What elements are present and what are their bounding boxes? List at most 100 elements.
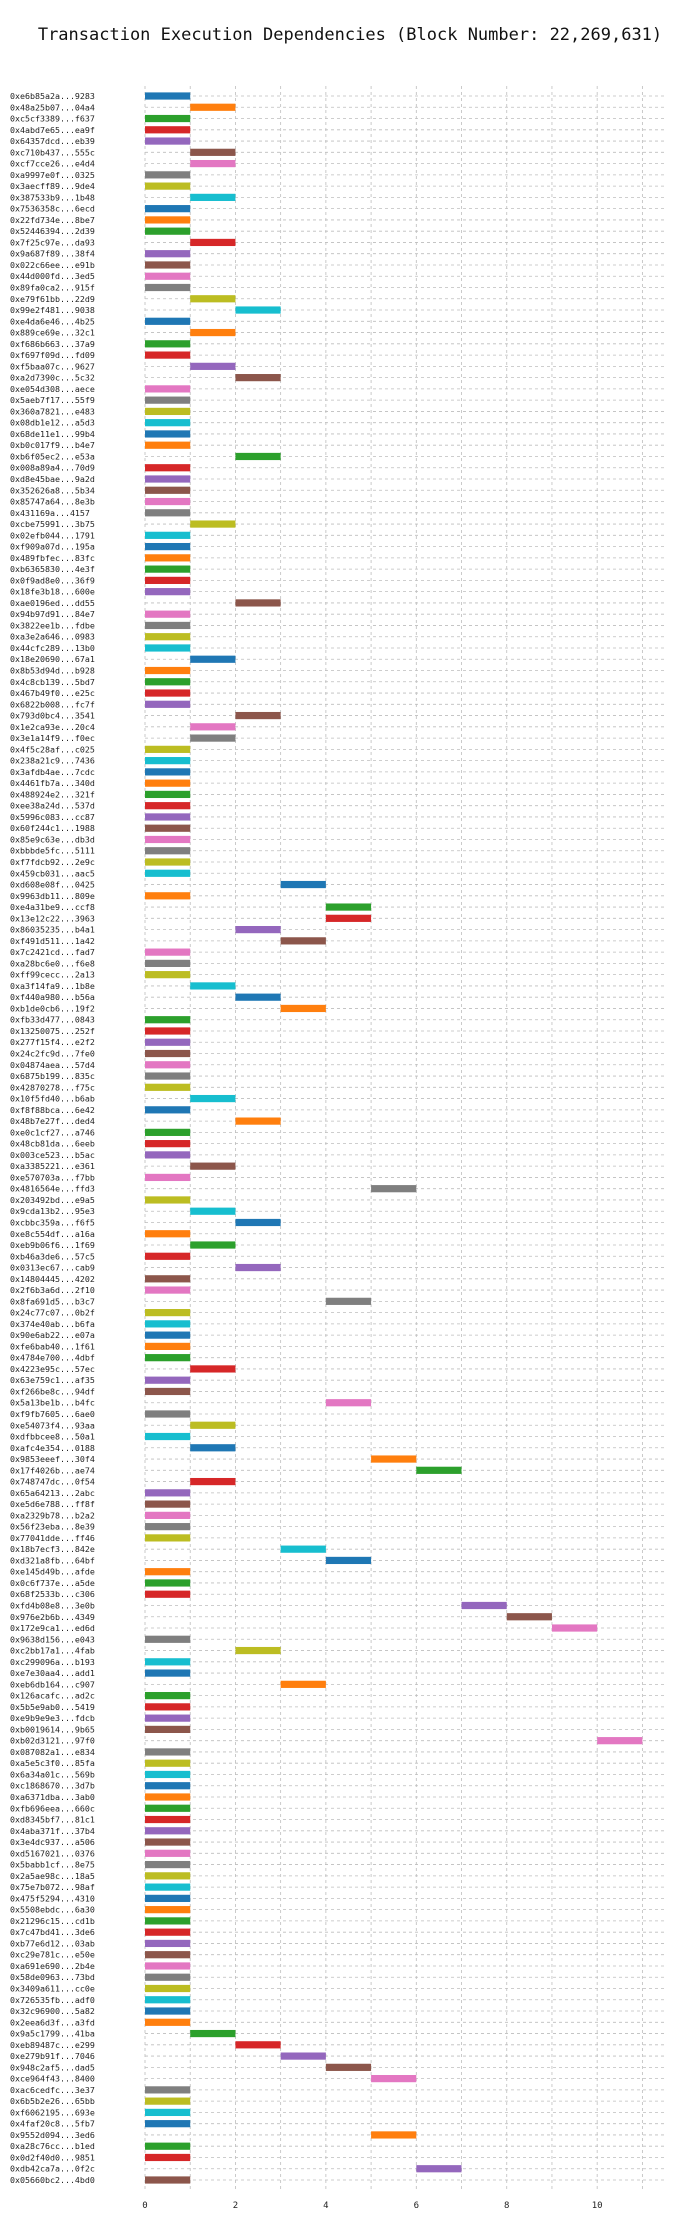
transaction-bar	[280, 1545, 326, 1553]
y-tick-label: 0xa9997e0f...0325	[10, 170, 95, 180]
transaction-bar	[235, 1218, 281, 1227]
transaction-bar	[145, 757, 191, 765]
transaction-bar	[145, 835, 191, 844]
transaction-bar	[190, 362, 236, 370]
y-tick-label: 0x4223e95c...57ec	[10, 1364, 95, 1374]
y-tick-label: 0x77041dde...ff46	[10, 1533, 95, 1543]
y-tick-label: 0x3409a611...cc0e	[10, 1983, 95, 1993]
transaction-bar	[145, 1973, 191, 1981]
transaction-bar	[145, 554, 191, 562]
y-tick-label: 0xf8f88bca...6e42	[10, 1105, 95, 1115]
y-tick-label: 0xfe6bab40...1f61	[10, 1341, 95, 1351]
transaction-bar	[145, 2097, 191, 2105]
transaction-bar	[371, 2075, 417, 2083]
transaction-bar	[145, 565, 191, 573]
transaction-bar	[235, 374, 281, 382]
transaction-bar	[145, 1173, 191, 1182]
y-tick-label: 0xfb696eea...660c	[10, 1803, 95, 1813]
y-tick-label: 0xe570703a...f7bb	[10, 1172, 95, 1182]
transaction-bar	[235, 452, 281, 461]
y-tick-label: 0x08db1e12...a5d3	[10, 418, 95, 428]
transaction-bar	[145, 892, 191, 900]
x-tick-label: 4	[323, 2201, 328, 2211]
y-tick-label: 0x56f23eba...8e39	[10, 1522, 95, 1532]
y-tick-label: 0x6a34a01c...569b	[10, 1769, 95, 1779]
y-tick-label: 0x459cb031...aac5	[10, 868, 95, 878]
y-tick-label: 0x126acafc...ad2c	[10, 1691, 95, 1701]
y-tick-label: 0x087082a1...e834	[10, 1747, 95, 1757]
y-tick-label: 0x5aeb7f17...55f9	[10, 395, 95, 405]
y-tick-label: 0xbbbde5fc...5111	[10, 846, 95, 856]
transaction-bar	[145, 678, 191, 686]
y-tick-label: 0xe4a31be9...ccf8	[10, 902, 95, 912]
transaction-bar	[190, 193, 236, 201]
y-tick-label: 0x9963db11...809e	[10, 891, 95, 901]
y-tick-label: 0x9a687f89...38f4	[10, 249, 95, 259]
transaction-bar	[145, 1748, 191, 1756]
y-tick-label: 0x008a89a4...70d9	[10, 463, 95, 473]
y-tick-label: 0x18fe3b18...600e	[10, 587, 95, 597]
transaction-bar	[145, 2142, 191, 2150]
y-tick-label: 0x58de0963...73bd	[10, 1972, 95, 1982]
y-tick-label: 0x0313ec67...cab9	[10, 1263, 95, 1273]
y-tick-label: 0x726535fb...adf0	[10, 1995, 95, 2005]
transaction-bar	[325, 1399, 372, 1407]
y-tick-label: 0xc299096a...b193	[10, 1657, 95, 1667]
y-tick-label: 0x3e1a14f9...f0ec	[10, 733, 95, 743]
y-tick-label: 0x44cfc289...13b0	[10, 643, 95, 653]
y-tick-label: 0x0c6f737e...a5de	[10, 1578, 95, 1588]
transaction-bar	[371, 1455, 417, 1463]
y-tick-label: 0xf9fb7605...6ae0	[10, 1409, 95, 1419]
transaction-bar	[145, 340, 191, 348]
transaction-bar	[145, 407, 191, 416]
y-tick-label: 0x5b5e9ab0...5419	[10, 1702, 95, 1712]
y-tick-label: 0x9853eeef...30f4	[10, 1454, 95, 1464]
y-tick-label: 0x203492bd...e9a5	[10, 1195, 95, 1205]
transaction-bar	[145, 1827, 191, 1835]
transaction-bar	[145, 1252, 191, 1260]
y-tick-label: 0xc2bb17a1...4fab	[10, 1646, 95, 1656]
transaction-bar	[145, 2176, 191, 2184]
y-tick-label: 0xeb89487c...e299	[10, 2040, 95, 2050]
transaction-bar	[145, 497, 191, 506]
transaction-bar	[145, 441, 191, 449]
y-tick-label: 0x7c47bd41...3de6	[10, 1927, 95, 1937]
transaction-bar	[145, 1759, 191, 1767]
y-tick-label: 0x4aba371f...37b4	[10, 1826, 95, 1836]
transaction-bar	[145, 2153, 191, 2162]
transaction-bar	[145, 216, 191, 224]
transaction-bar	[145, 137, 191, 145]
y-tick-label: 0x7f25c97e...da93	[10, 237, 95, 247]
y-tick-label: 0xd8e45bae...9a2d	[10, 474, 95, 484]
transaction-bar	[145, 1714, 191, 1722]
y-tick-label: 0x65a64213...2abc	[10, 1488, 95, 1498]
y-tick-label: 0xac6cedfc...3e37	[10, 2085, 95, 2095]
transaction-bar	[145, 1635, 191, 1643]
transaction-bar	[145, 261, 191, 269]
y-tick-label: 0xe0c1cf27...a746	[10, 1127, 95, 1137]
y-tick-label: 0x21296c15...cd1b	[10, 1916, 95, 1926]
transaction-bar	[325, 1556, 372, 1565]
transaction-bar	[145, 1230, 191, 1238]
grid-layer	[144, 86, 665, 2190]
transaction-bar	[145, 1286, 191, 1294]
transaction-bar	[145, 1320, 191, 1328]
transaction-bar	[145, 621, 191, 630]
transaction-bar	[145, 1511, 191, 1519]
transaction-bar	[371, 2131, 417, 2139]
y-tick-label: 0xf697f09d...fd09	[10, 350, 95, 360]
transaction-bar	[461, 1601, 507, 1610]
transaction-bar	[145, 2007, 191, 2015]
y-tick-label: 0x0f9ad8e0...36f9	[10, 575, 95, 585]
y-tick-label: 0xd8345bf7...81c1	[10, 1815, 95, 1825]
transaction-bar	[145, 745, 191, 753]
transaction-bar	[145, 2018, 191, 2026]
transaction-bar	[145, 1275, 191, 1283]
y-tick-label: 0xae0196ed...dd55	[10, 598, 95, 608]
transaction-bar	[145, 283, 191, 292]
y-tick-label: 0x352626a8...5b34	[10, 485, 95, 495]
y-tick-label: 0xb1de0cb6...19f2	[10, 1003, 95, 1013]
y-tick-label: 0x467b49f0...e25c	[10, 688, 95, 698]
transaction-bar	[145, 1196, 191, 1204]
y-tick-label: 0xeb9b06f6...1f69	[10, 1240, 95, 1250]
